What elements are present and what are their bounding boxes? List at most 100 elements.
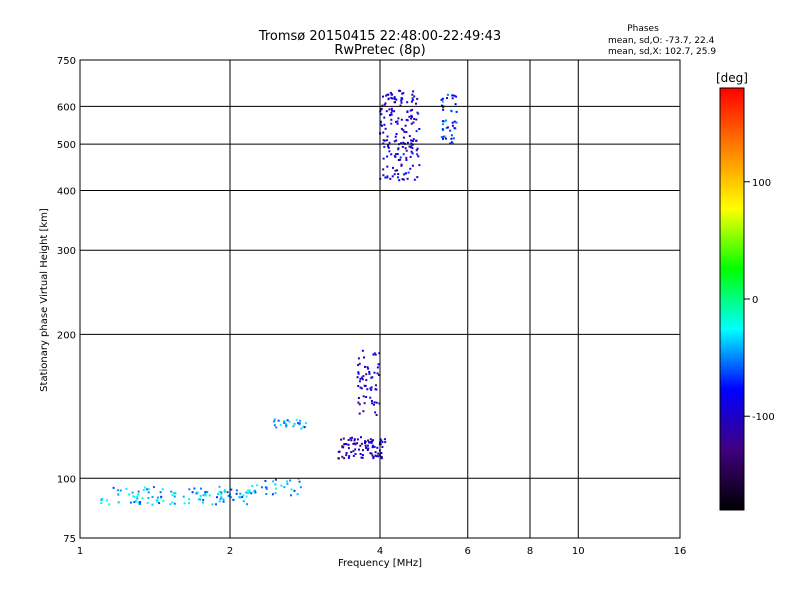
data-point bbox=[364, 440, 367, 443]
data-point bbox=[297, 422, 300, 425]
data-point bbox=[232, 498, 235, 501]
data-point bbox=[156, 499, 159, 502]
data-point bbox=[359, 386, 362, 389]
data-point bbox=[386, 165, 389, 168]
data-point bbox=[369, 441, 372, 444]
data-point bbox=[199, 498, 202, 501]
data-point bbox=[353, 438, 356, 441]
data-point bbox=[391, 97, 394, 100]
data-point bbox=[362, 395, 365, 398]
data-point bbox=[396, 153, 399, 155]
data-point bbox=[280, 484, 283, 487]
data-point bbox=[369, 387, 372, 390]
data-point bbox=[196, 491, 199, 494]
data-point bbox=[372, 353, 375, 356]
data-point bbox=[379, 123, 382, 126]
data-point bbox=[251, 484, 254, 487]
data-point bbox=[404, 172, 407, 175]
data-point bbox=[217, 493, 220, 495]
data-point bbox=[411, 99, 414, 101]
data-point bbox=[394, 169, 397, 172]
data-point bbox=[357, 371, 360, 374]
data-point bbox=[286, 480, 288, 483]
data-point bbox=[133, 501, 136, 503]
x-tick-label: 6 bbox=[465, 546, 471, 557]
data-point bbox=[398, 89, 400, 92]
data-point bbox=[410, 117, 413, 120]
data-point bbox=[352, 442, 355, 445]
data-point bbox=[347, 456, 350, 459]
data-point bbox=[411, 108, 414, 111]
data-point bbox=[415, 139, 418, 142]
data-point bbox=[376, 446, 379, 449]
data-point bbox=[348, 455, 351, 458]
data-point bbox=[293, 422, 296, 425]
data-point bbox=[292, 425, 295, 428]
data-point bbox=[364, 442, 366, 444]
data-point bbox=[285, 425, 288, 428]
data-point bbox=[289, 479, 292, 482]
data-point bbox=[400, 97, 403, 100]
data-point bbox=[405, 156, 408, 159]
data-point bbox=[367, 447, 370, 450]
data-point bbox=[393, 140, 396, 143]
data-point bbox=[368, 370, 371, 373]
data-point bbox=[136, 495, 139, 498]
data-point bbox=[451, 97, 454, 100]
data-point bbox=[391, 175, 394, 178]
data-point bbox=[374, 411, 377, 414]
data-point bbox=[393, 154, 396, 157]
colorbar-gradient bbox=[719, 87, 745, 511]
y-axis: 75 100 200 300 400 500 600 750 bbox=[57, 56, 76, 545]
data-point bbox=[446, 126, 449, 129]
x-axis: 1 2 4 6 8 10 16 bbox=[77, 546, 687, 557]
data-point bbox=[220, 493, 223, 496]
data-point bbox=[199, 494, 202, 497]
data-point bbox=[442, 106, 445, 109]
data-point bbox=[397, 148, 400, 151]
data-point bbox=[272, 480, 275, 483]
data-point bbox=[397, 159, 400, 161]
data-point bbox=[410, 139, 413, 142]
data-point bbox=[134, 500, 137, 503]
data-point bbox=[174, 492, 177, 495]
data-point bbox=[362, 449, 364, 452]
data-point bbox=[377, 363, 380, 366]
data-point bbox=[273, 420, 276, 423]
data-point bbox=[117, 493, 120, 496]
data-point bbox=[246, 503, 248, 506]
data-point bbox=[362, 410, 365, 413]
data-point bbox=[370, 400, 373, 402]
data-point bbox=[260, 486, 263, 489]
data-point bbox=[400, 142, 403, 145]
data-point bbox=[197, 498, 200, 501]
data-point bbox=[358, 362, 361, 365]
data-point bbox=[188, 498, 191, 501]
data-point bbox=[363, 356, 365, 359]
data-point bbox=[230, 496, 233, 499]
data-point bbox=[341, 455, 344, 458]
data-point bbox=[387, 146, 390, 149]
data-point bbox=[204, 494, 207, 497]
data-point bbox=[342, 446, 345, 449]
data-point bbox=[410, 144, 413, 147]
data-point bbox=[341, 445, 344, 448]
data-point bbox=[288, 420, 291, 423]
data-point bbox=[408, 135, 411, 138]
data-point bbox=[371, 446, 374, 449]
data-point bbox=[349, 437, 352, 440]
data-point bbox=[374, 451, 377, 454]
data-point bbox=[366, 449, 369, 451]
data-point bbox=[354, 448, 357, 451]
data-point bbox=[264, 486, 267, 489]
data-point bbox=[381, 124, 383, 127]
data-point bbox=[446, 93, 449, 96]
data-point bbox=[162, 499, 165, 502]
y-axis-label: Stationary phase Virtual Height [km] bbox=[39, 208, 50, 392]
data-point bbox=[219, 498, 222, 500]
data-point bbox=[406, 110, 409, 113]
colorbar-tick-label: 0 bbox=[752, 295, 758, 306]
data-point bbox=[411, 97, 414, 100]
data-point bbox=[397, 176, 399, 179]
